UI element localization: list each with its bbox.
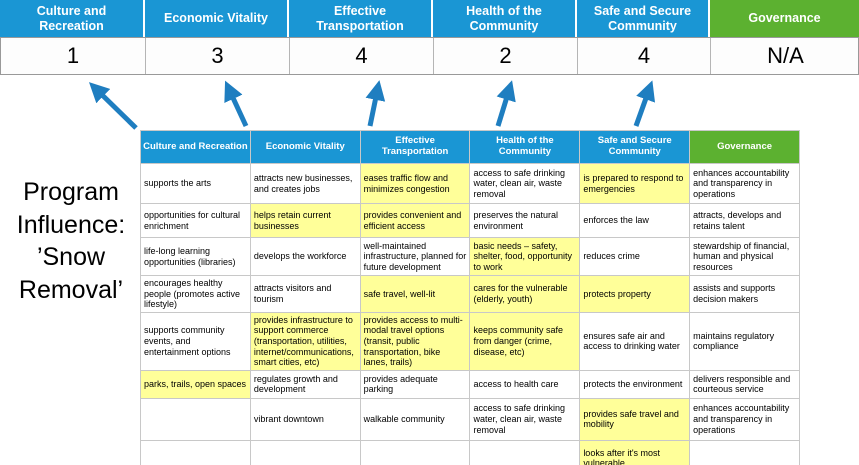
matrix-cell — [469, 439, 581, 465]
program-influence-title: Program Influence: ’Snow Removal’ — [16, 178, 126, 304]
matrix-cell: parks, trails, open spaces — [140, 369, 251, 399]
matrix-cell: well-maintained infrastructure, planned … — [359, 237, 471, 276]
matrix-cell: stewardship of financial, human and phys… — [689, 237, 800, 276]
matrix-header-health-of-the-community: Health of the Community — [469, 130, 581, 164]
matrix-cell: encourages healthy people (promotes acti… — [140, 275, 251, 313]
matrix-cell: safe travel, well-lit — [359, 275, 471, 313]
matrix-cell: enhances accountability and transparency… — [689, 163, 800, 204]
matrix-row: opportunities for cultural enrichment hel… — [140, 203, 800, 238]
matrix-cell — [140, 439, 251, 465]
influence-matrix: Culture and Recreation Economic Vitality… — [140, 130, 800, 465]
score-culture-and-recreation: 1 — [1, 38, 146, 74]
score-governance: N/A — [767, 43, 804, 68]
matrix-cell — [689, 439, 800, 465]
matrix-row: encourages healthy people (promotes acti… — [140, 275, 800, 313]
matrix-cell: access to safe drinking water, clean air… — [469, 397, 581, 441]
matrix-row: life-long learning opportunities (librar… — [140, 237, 800, 276]
matrix-cell — [140, 397, 251, 441]
goal-header-governance: Governance — [710, 0, 859, 37]
score-health-of-the-community: 2 — [434, 38, 578, 74]
matrix-cell: access to safe drinking water, clean air… — [469, 163, 581, 204]
matrix-cell: assists and supports decision makers — [689, 275, 800, 313]
matrix-body: supports the arts attracts new businesses… — [140, 163, 800, 465]
goal-header-culture-and-recreation: Culture and Recreation — [0, 0, 145, 37]
matrix-cell: cares for the vulnerable (elderly, youth… — [469, 275, 581, 313]
matrix-cell — [249, 439, 361, 465]
goal-header-row: Culture and Recreation Economic Vitality… — [0, 0, 859, 37]
score-effective-transportation: 4 — [290, 38, 434, 74]
matrix-cell: attracts, develops and retains talent — [689, 203, 800, 238]
goal-header-effective-transportation: Effective Transportation — [289, 0, 433, 37]
matrix-cell: delivers responsible and courteous servi… — [689, 369, 800, 399]
matrix-cell: enforces the law — [579, 203, 691, 238]
matrix-cell: keeps community safe from danger (crime,… — [469, 311, 581, 371]
matrix-cell: helps retain current businesses — [249, 203, 361, 238]
matrix-cell: provides infrastructure to support comme… — [249, 311, 361, 371]
up-arrow-icon — [88, 82, 138, 130]
matrix-header-governance: Governance — [689, 130, 800, 164]
matrix-header-safe-and-secure-community: Safe and Secure Community — [579, 130, 691, 164]
goal-header-safe-and-secure-community: Safe and Secure Community — [577, 0, 710, 37]
matrix-cell: supports the arts — [140, 163, 251, 204]
matrix-cell: opportunities for cultural enrichment — [140, 203, 251, 238]
matrix-cell: walkable community — [359, 397, 471, 441]
matrix-cell: provides adequate parking — [359, 369, 471, 399]
influence-arrows — [88, 80, 656, 130]
matrix-cell: looks after it's most vulnerable — [579, 439, 691, 465]
matrix-cell: develops the workforce — [249, 237, 361, 276]
matrix-header-effective-transportation: Effective Transportation — [359, 130, 471, 164]
matrix-cell: basic needs – safety, shelter, food, opp… — [469, 237, 581, 276]
matrix-cell: protects property — [579, 275, 691, 313]
matrix-row: vibrant downtown walkable community access… — [140, 397, 800, 441]
up-arrow-icon — [224, 80, 249, 128]
up-arrow-icon — [365, 80, 386, 127]
up-arrow-icon — [633, 80, 656, 127]
matrix-cell: supports community events, and entertain… — [140, 311, 251, 371]
up-arrow-icon — [495, 80, 516, 127]
score-economic-vitality: 3 — [146, 38, 290, 74]
matrix-cell: reduces crime — [579, 237, 691, 276]
matrix-cell: regulates growth and development — [249, 369, 361, 399]
matrix-row: supports community events, and entertain… — [140, 311, 800, 371]
goal-header-health-of-the-community: Health of the Community — [433, 0, 577, 37]
matrix-row: supports the arts attracts new businesses… — [140, 163, 800, 204]
goal-header-economic-vitality: Economic Vitality — [145, 0, 289, 37]
matrix-row: parks, trails, open spaces regulates grow… — [140, 369, 800, 399]
matrix-header-row: Culture and Recreation Economic Vitality… — [140, 130, 800, 164]
matrix-cell: eases traffic flow and minimizes congest… — [359, 163, 471, 204]
matrix-cell: maintains regulatory compliance — [689, 311, 800, 371]
matrix-cell — [359, 439, 471, 465]
matrix-header-economic-vitality: Economic Vitality — [249, 130, 361, 164]
matrix-cell: protects the environment — [579, 369, 691, 399]
matrix-cell: preserves the natural environment — [469, 203, 581, 238]
matrix-cell: provides convenient and efficient access — [359, 203, 471, 238]
matrix-header-culture-and-recreation: Culture and Recreation — [140, 130, 251, 164]
matrix-cell: enhances accountability and transparency… — [689, 397, 800, 441]
matrix-cell: attracts new businesses, and creates job… — [249, 163, 361, 204]
matrix-row: looks after it's most vulnerable — [140, 439, 800, 465]
matrix-cell: is prepared to respond to emergencies — [579, 163, 691, 204]
matrix-cell: provides access to multi-modal travel op… — [359, 311, 471, 371]
matrix-cell: life-long learning opportunities (librar… — [140, 237, 251, 276]
score-row: 1 3 4 2 4 N/A — [0, 37, 859, 75]
matrix-cell: access to health care — [469, 369, 581, 399]
matrix-cell: vibrant downtown — [249, 397, 361, 441]
matrix-cell: attracts visitors and tourism — [249, 275, 361, 313]
matrix-cell: provides safe travel and mobility — [579, 397, 691, 441]
matrix-cell: ensures safe air and access to drinking … — [579, 311, 691, 371]
score-safe-and-secure-community: 4 — [578, 38, 711, 74]
